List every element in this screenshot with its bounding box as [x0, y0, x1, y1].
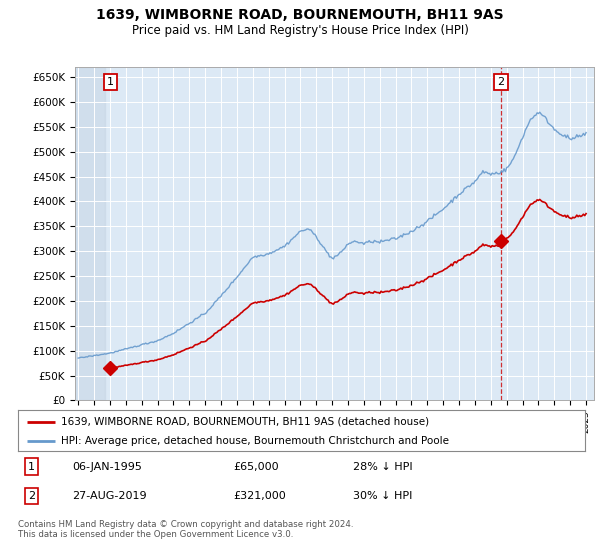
- Text: Price paid vs. HM Land Registry's House Price Index (HPI): Price paid vs. HM Land Registry's House …: [131, 24, 469, 36]
- Text: 28% ↓ HPI: 28% ↓ HPI: [353, 461, 412, 472]
- Text: 1: 1: [28, 461, 35, 472]
- Text: 1639, WIMBORNE ROAD, BOURNEMOUTH, BH11 9AS (detached house): 1639, WIMBORNE ROAD, BOURNEMOUTH, BH11 9…: [61, 417, 428, 427]
- Text: 2: 2: [28, 491, 35, 501]
- Text: 2: 2: [497, 77, 505, 87]
- Text: 1639, WIMBORNE ROAD, BOURNEMOUTH, BH11 9AS: 1639, WIMBORNE ROAD, BOURNEMOUTH, BH11 9…: [96, 8, 504, 22]
- Text: £321,000: £321,000: [233, 491, 286, 501]
- Text: 27-AUG-2019: 27-AUG-2019: [72, 491, 146, 501]
- Text: £65,000: £65,000: [233, 461, 279, 472]
- Text: 06-JAN-1995: 06-JAN-1995: [72, 461, 142, 472]
- Text: Contains HM Land Registry data © Crown copyright and database right 2024.
This d: Contains HM Land Registry data © Crown c…: [18, 520, 353, 539]
- Text: HPI: Average price, detached house, Bournemouth Christchurch and Poole: HPI: Average price, detached house, Bour…: [61, 436, 449, 446]
- Text: 30% ↓ HPI: 30% ↓ HPI: [353, 491, 412, 501]
- Text: 1: 1: [107, 77, 114, 87]
